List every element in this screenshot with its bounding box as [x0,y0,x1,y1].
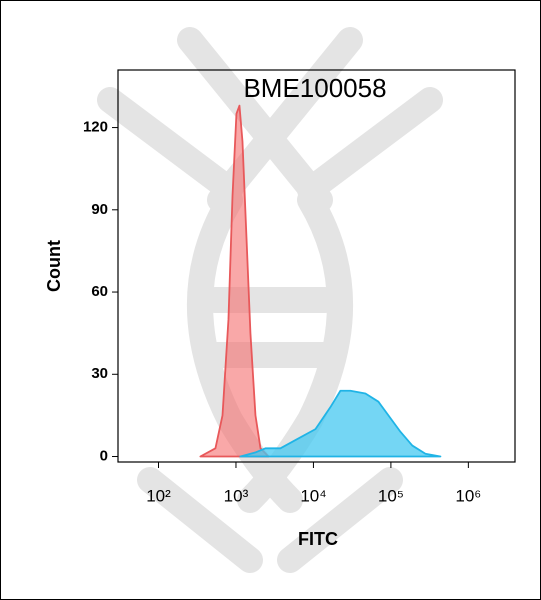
y-tick-label: 30 [91,365,108,382]
x-tick-label: 10⁶ [455,486,481,505]
x-tick-label: 10⁴ [300,486,326,505]
area [199,104,270,458]
area [239,389,442,458]
y-tick-label: 120 [83,119,108,136]
plot-frame [117,69,516,463]
y-tick-label: 0 [100,447,108,464]
chart-title: BME100058 [243,73,386,103]
y-tick-label: 60 [91,283,108,300]
x-axis-label: FITC [298,529,338,549]
x-tick-label: 10³ [224,486,249,505]
y-axis-label: Count [44,240,64,292]
x-tick-label: 10² [146,486,171,505]
x-tick-label: 10⁵ [378,486,404,505]
y-tick-label: 90 [91,201,108,218]
watermark [97,27,443,573]
